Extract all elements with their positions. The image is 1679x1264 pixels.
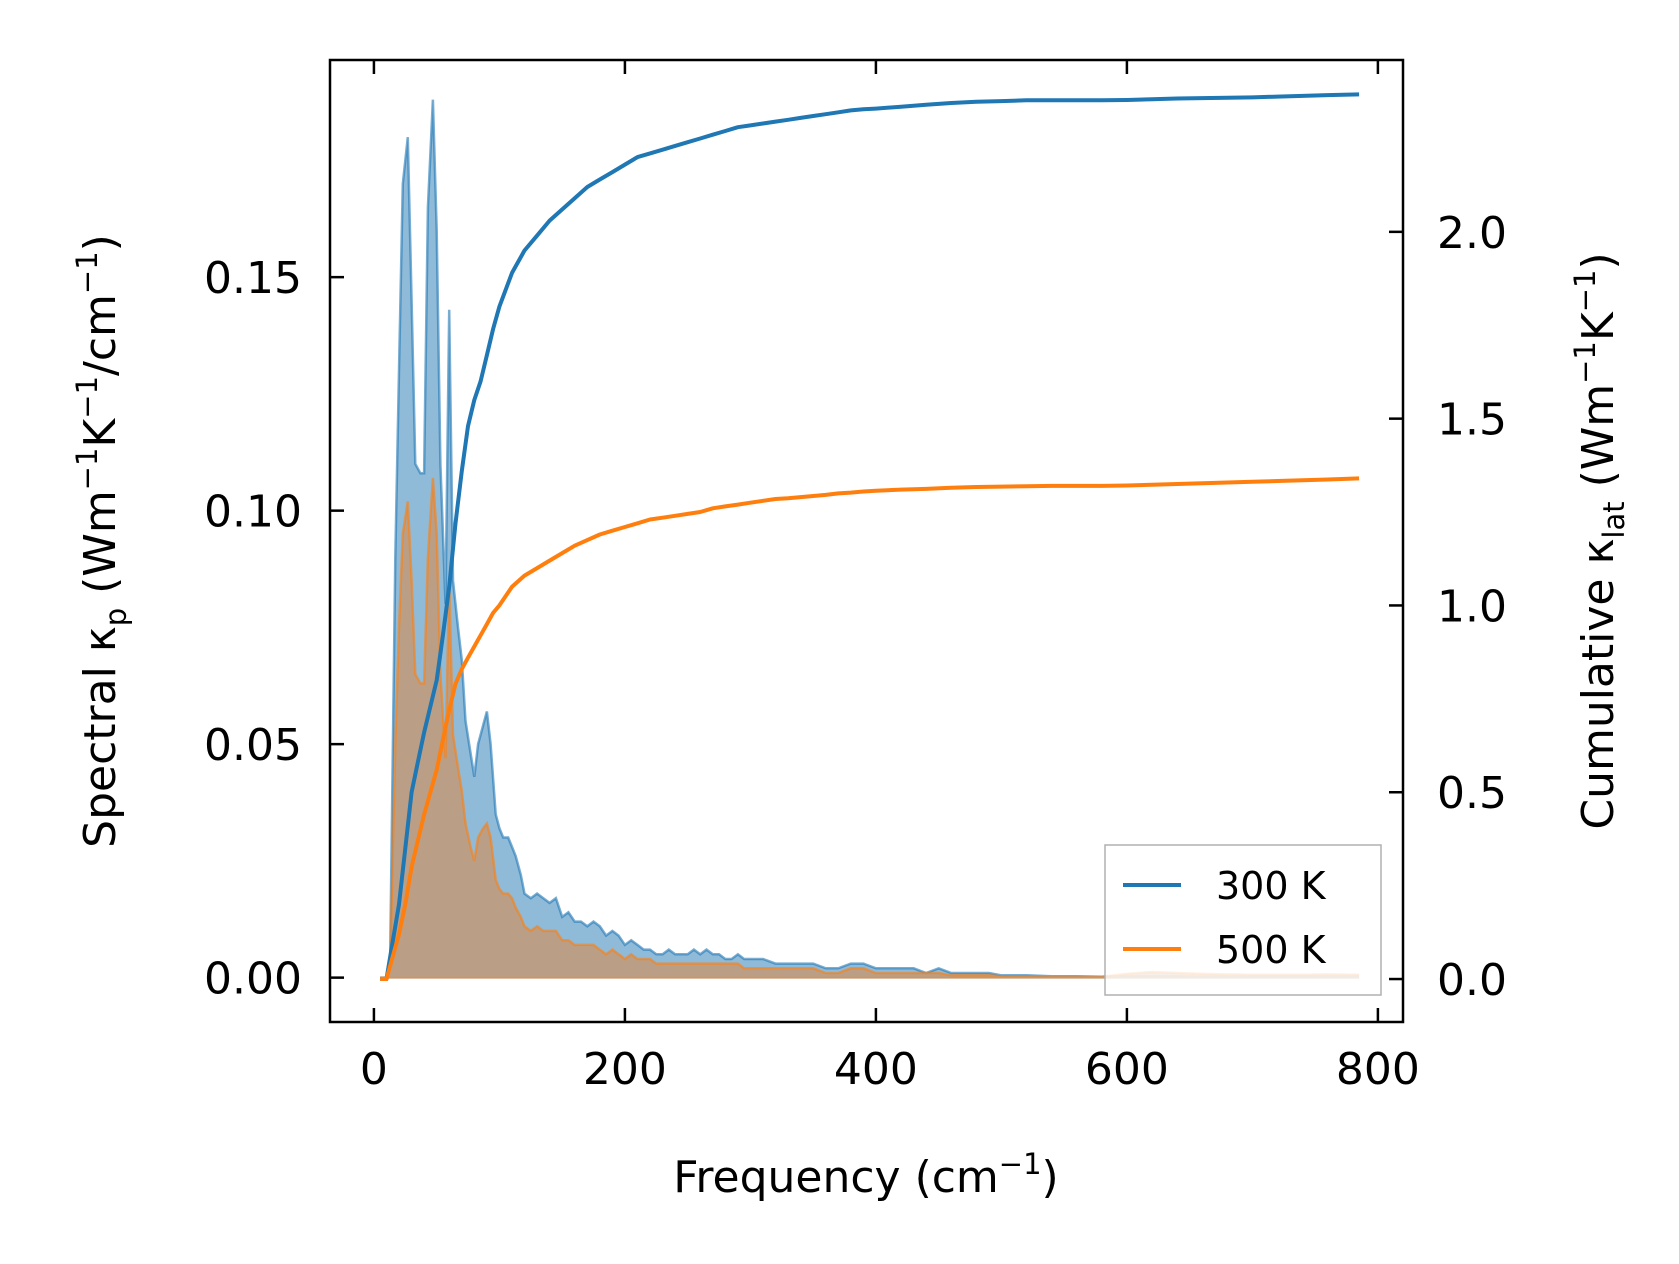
y-right-tick-label: 0.0 <box>1437 955 1507 1006</box>
plot-frame <box>328 58 1405 1024</box>
y-right-tick-label: 0.5 <box>1437 768 1507 819</box>
y-left-tick-label: 0.05 <box>204 720 302 771</box>
legend: 300 K 500 K <box>1104 844 1382 996</box>
x-axis-title: Frequency (cm−1) <box>673 1147 1058 1203</box>
y-left-tick-label: 0.15 <box>204 253 302 304</box>
cumulative-line-500k <box>380 476 1360 981</box>
y-left-tick-label: 0.10 <box>204 487 302 538</box>
y-right-tick-label: 1.0 <box>1437 581 1507 632</box>
left-y-axis-title: Spectral κp (Wm−1K−1/cm−1) <box>70 234 133 848</box>
legend-label-300k: 300 K <box>1216 864 1327 908</box>
legend-box <box>1104 844 1382 996</box>
axis-ticks <box>330 60 1403 1022</box>
cumulative-line-300k <box>380 92 1360 981</box>
x-tick-label: 800 <box>1336 1044 1420 1095</box>
x-tick-label: 200 <box>583 1044 667 1095</box>
y-right-tick-label: 2.0 <box>1437 208 1507 259</box>
spectral-edge-500k <box>380 477 1360 979</box>
right-y-axis-title: Cumulative κlat (Wm−1K−1) <box>1568 252 1631 829</box>
y-right-tick-label: 1.5 <box>1437 395 1507 446</box>
legend-label-500k: 500 K <box>1216 928 1327 972</box>
spectral-fills <box>380 99 1360 979</box>
x-tick-label: 0 <box>360 1044 388 1095</box>
series-lines <box>380 92 1360 981</box>
y-left-tick-label: 0.00 <box>204 954 302 1005</box>
spectral-edge-300k <box>380 99 1360 979</box>
spectral-fill-500k <box>380 478 1360 978</box>
x-tick-label: 400 <box>834 1044 918 1095</box>
x-tick-label: 600 <box>1085 1044 1169 1095</box>
